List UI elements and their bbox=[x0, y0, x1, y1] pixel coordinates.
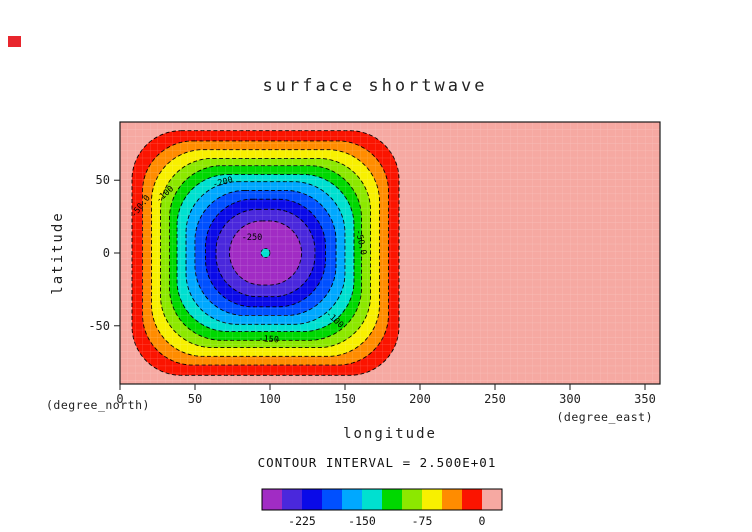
y-tick-label: 0 bbox=[103, 246, 110, 260]
x-tick-label: 250 bbox=[484, 392, 506, 406]
colorbar-label: 0 bbox=[479, 514, 486, 528]
x-axis-label: longitude bbox=[343, 426, 437, 442]
colorbar-segment bbox=[422, 489, 442, 510]
axis-ticks: 0 50 100 150 200 250 300 350 50 0 -50 bbox=[88, 173, 656, 406]
x-tick-label: 100 bbox=[259, 392, 281, 406]
colorbar: -225 -150 -75 0 bbox=[261, 488, 503, 528]
colorbar-label: -150 bbox=[348, 514, 376, 528]
chart-title: surface shortwave bbox=[263, 76, 488, 96]
colorbar-segment bbox=[462, 489, 482, 510]
contour-value-label: -250 bbox=[242, 233, 262, 243]
model-grid-overlay bbox=[120, 122, 660, 384]
colorbar-segment bbox=[442, 489, 462, 510]
y-tick-label: -50 bbox=[88, 319, 110, 333]
colorbar-label: -75 bbox=[412, 514, 433, 528]
x-tick-label: 50 bbox=[188, 392, 202, 406]
x-tick-label: 350 bbox=[634, 392, 656, 406]
x-axis-unit-note: (degree_east) bbox=[556, 410, 653, 424]
colorbar-border bbox=[261, 488, 503, 511]
x-tick-label: 200 bbox=[409, 392, 431, 406]
contour-value-label: -150 bbox=[258, 334, 279, 345]
contour-interval-note: CONTOUR INTERVAL = 2.500E+01 bbox=[258, 455, 497, 470]
x-tick-label: 150 bbox=[334, 392, 356, 406]
colorbar-segment bbox=[262, 489, 282, 510]
colorbar-segment bbox=[362, 489, 382, 510]
colorbar-segment bbox=[402, 489, 422, 510]
y-axis-label: latitude bbox=[50, 211, 66, 294]
y-tick-label: 50 bbox=[96, 173, 110, 187]
colorbar-segment bbox=[322, 489, 342, 510]
colorbar-segment bbox=[302, 489, 322, 510]
colorbar-segment bbox=[342, 489, 362, 510]
colorbar-segment bbox=[282, 489, 302, 510]
x-tick-label: 0 bbox=[116, 392, 123, 406]
colorbar-label: -225 bbox=[288, 514, 316, 528]
colorbar-segment bbox=[382, 489, 402, 510]
y-axis-unit-note: (degree_north) bbox=[46, 398, 150, 412]
colorbar-segment bbox=[482, 489, 502, 510]
window-corner-artifact bbox=[8, 36, 21, 47]
x-tick-label: 300 bbox=[559, 392, 581, 406]
